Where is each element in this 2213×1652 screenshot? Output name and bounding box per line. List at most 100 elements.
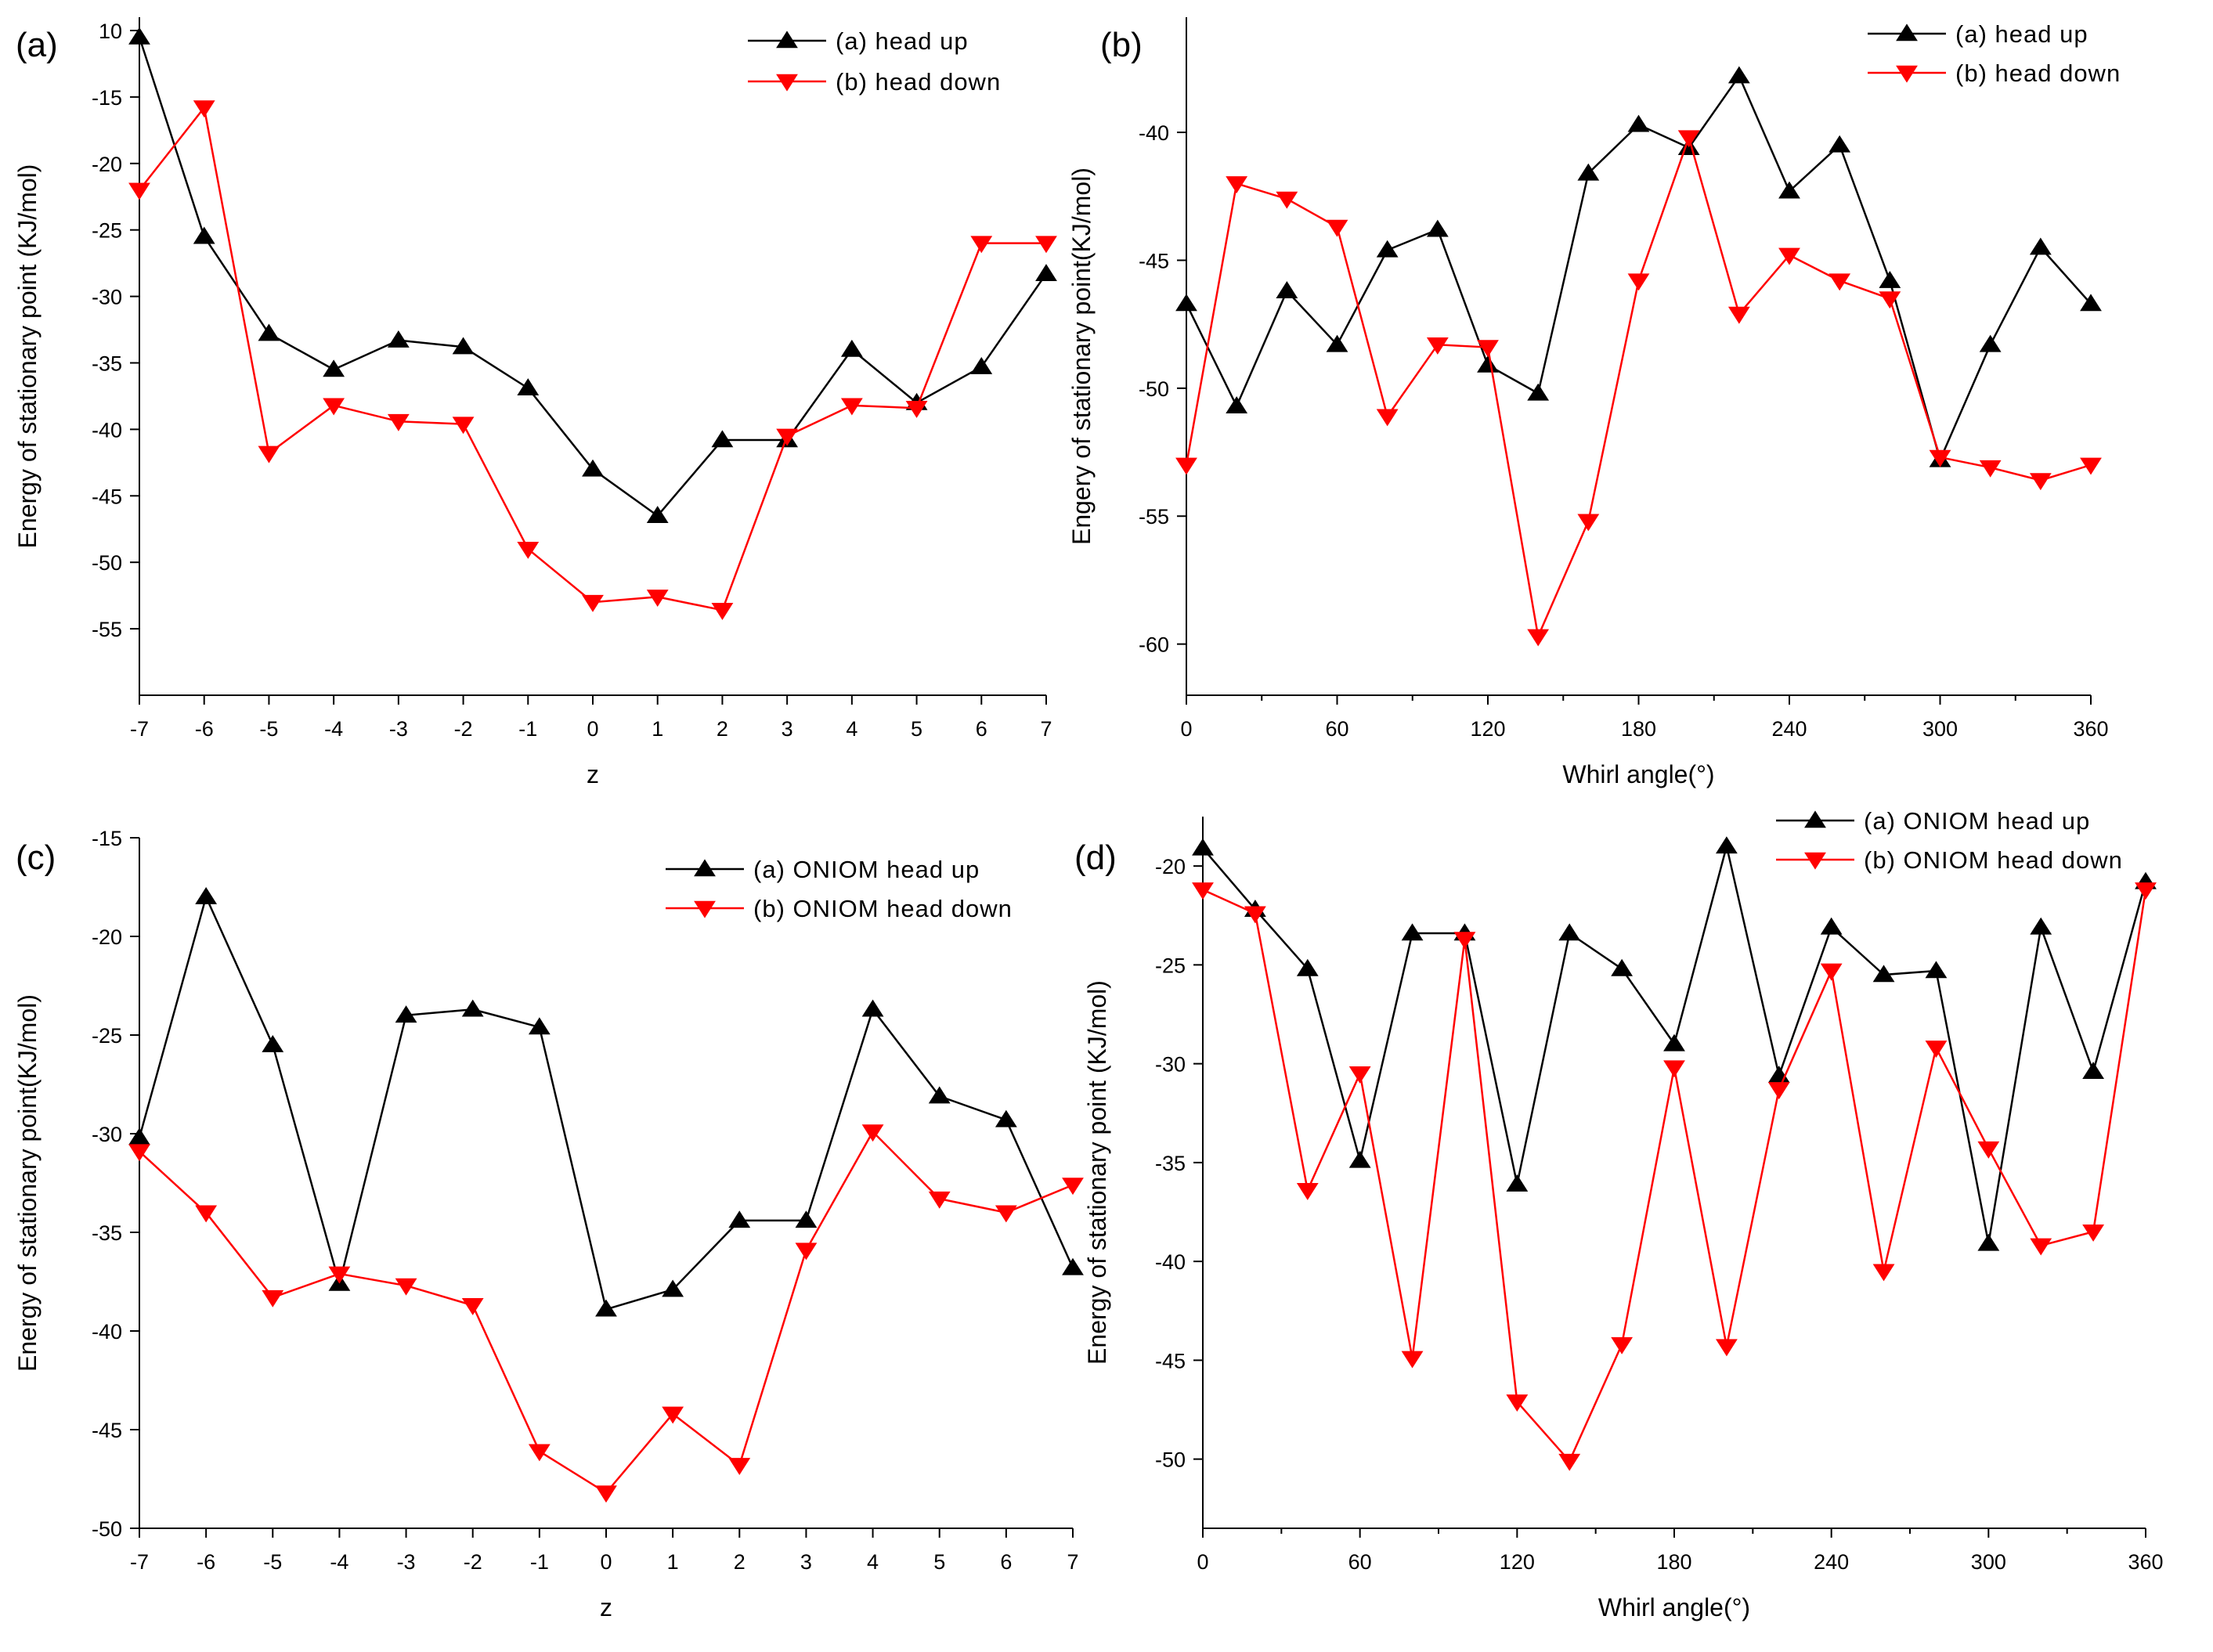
data-point-head-up	[1348, 1150, 1371, 1168]
x-axis-label: z	[587, 760, 599, 788]
y-tick-label: -50	[92, 551, 122, 575]
data-point-head-down	[1727, 306, 1750, 324]
y-tick-label: -30	[92, 286, 122, 309]
y-tick-label: -35	[92, 1221, 122, 1245]
x-tick-label: 300	[1922, 717, 1958, 741]
data-point-head-up	[1226, 396, 1248, 413]
data-point-head-up	[995, 1109, 1017, 1127]
x-tick-label: 7	[1067, 1550, 1078, 1574]
data-point-head-down	[1558, 1453, 1581, 1471]
data-point-head-up	[2082, 1062, 2105, 1079]
data-point-head-down	[840, 398, 863, 416]
data-point-head-down	[2029, 473, 2052, 491]
data-point-head-up	[528, 1017, 551, 1035]
data-point-head-down	[595, 1485, 617, 1503]
data-point-head-down	[1677, 130, 1700, 148]
data-point-head-up	[1627, 114, 1650, 132]
x-tick-label: -4	[330, 1550, 348, 1574]
y-tick-label: -50	[1155, 1448, 1186, 1472]
legend-entry: (a) head up	[1955, 20, 2088, 48]
y-axis-label: Energy of stationary point (KJ/mol)	[1083, 980, 1111, 1365]
x-tick-label: 180	[1656, 1550, 1691, 1574]
x-tick-label: -6	[197, 1550, 215, 1574]
x-tick-label: 7	[1040, 717, 1052, 741]
data-point-head-up	[928, 1086, 951, 1104]
y-tick-label: -45	[92, 485, 122, 508]
data-point-head-up	[1035, 264, 1057, 281]
series-line-head-up	[138, 37, 1048, 518]
data-point-head-down	[2135, 882, 2157, 900]
x-axis-label: Whirl angle(°)	[1598, 1593, 1750, 1621]
y-axis-label: Energy of stationary point (KJ/mol)	[13, 164, 42, 549]
data-point-head-down	[1879, 291, 1901, 309]
data-point-head-up	[128, 1127, 150, 1145]
data-point-head-down	[1627, 273, 1650, 291]
data-point-head-down	[1376, 409, 1399, 427]
y-tick-label: -55	[92, 618, 122, 641]
data-point-head-down	[1872, 1264, 1895, 1282]
legend-entry: (b) ONIOM head down	[753, 895, 1013, 922]
data-point-head-up	[1276, 281, 1298, 298]
data-point-head-up	[2029, 237, 2052, 255]
y-tick-label: -15	[92, 827, 122, 850]
series-line-head-down	[1185, 136, 2092, 638]
panel-label: (d)	[1074, 839, 1117, 877]
legend-marker	[776, 74, 798, 92]
data-point-head-up	[1820, 917, 1843, 935]
data-point-head-down	[193, 100, 215, 118]
data-point-head-down	[728, 1458, 751, 1475]
legend-marker	[776, 31, 798, 49]
y-tick-label: -40	[1155, 1250, 1186, 1274]
x-tick-label: 60	[1348, 1550, 1372, 1574]
data-point-head-down	[1276, 191, 1298, 209]
data-point-head-up	[595, 1299, 617, 1317]
panel-label: (b)	[1100, 26, 1143, 64]
data-point-head-down	[995, 1205, 1017, 1223]
data-point-head-up	[970, 356, 993, 374]
data-point-head-down	[970, 236, 993, 254]
x-tick-label: 300	[1971, 1550, 2006, 1574]
data-point-head-up	[582, 459, 604, 477]
data-point-head-down	[1577, 514, 1600, 532]
legend-marker	[694, 859, 716, 877]
y-tick-label: 10	[99, 20, 122, 43]
y-tick-label: -40	[1139, 121, 1169, 145]
x-tick-label: 0	[1197, 1550, 1208, 1574]
x-axis-label: Whirl angle(°)	[1562, 760, 1714, 788]
data-point-head-down	[517, 541, 540, 559]
data-point-head-up	[193, 226, 215, 244]
data-point-head-down	[1611, 1336, 1634, 1354]
x-tick-label: 1	[652, 717, 663, 741]
data-point-head-up	[1401, 923, 1424, 941]
x-tick-label: 360	[2073, 717, 2108, 741]
data-point-head-up	[461, 999, 484, 1017]
legend-marker	[1896, 65, 1918, 83]
data-point-head-up	[1192, 838, 1214, 856]
data-point-head-up	[1925, 961, 1948, 979]
data-point-head-up	[728, 1210, 751, 1228]
data-point-head-up	[1326, 334, 1348, 352]
data-point-head-down	[646, 590, 669, 607]
data-point-head-up	[258, 323, 280, 341]
data-point-head-up	[195, 886, 218, 904]
data-point-head-down	[461, 1297, 484, 1315]
data-point-head-down	[1035, 236, 1057, 254]
data-point-head-up	[1577, 163, 1600, 181]
data-point-head-down	[711, 603, 734, 620]
data-point-head-up	[262, 1034, 284, 1052]
data-point-head-down	[387, 413, 410, 431]
data-point-head-down	[128, 1144, 150, 1162]
legend-marker	[1804, 810, 1826, 828]
data-point-head-down	[262, 1289, 284, 1308]
x-tick-label: 6	[976, 717, 987, 741]
y-tick-label: -20	[1155, 855, 1186, 878]
data-point-head-down	[528, 1444, 551, 1462]
x-axis-label: z	[600, 1593, 612, 1621]
y-tick-label: -50	[92, 1517, 122, 1541]
x-tick-label: 60	[1325, 717, 1348, 741]
x-tick-label: 1	[667, 1550, 679, 1574]
data-point-head-down	[1192, 882, 1214, 900]
data-point-head-down	[1929, 449, 1951, 467]
data-point-head-up	[861, 999, 884, 1017]
data-point-head-down	[452, 417, 475, 435]
